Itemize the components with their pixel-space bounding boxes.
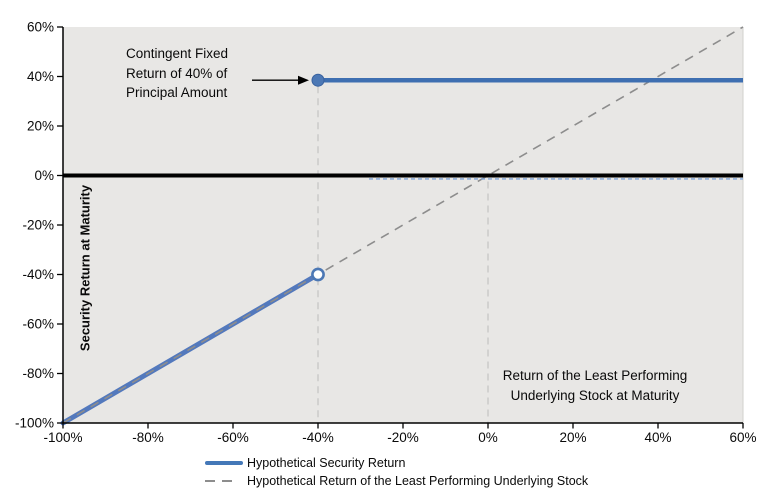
- annotation-contingent-fixed-return: Contingent Fixed Return of 40% of Princi…: [126, 44, 228, 103]
- y-tick-label: 0%: [34, 168, 54, 183]
- x-tick-label: -60%: [217, 430, 249, 445]
- y-tick-label: 20%: [27, 119, 54, 134]
- annotation-line: Return of the Least Performing: [502, 368, 688, 383]
- open-circle-marker: [311, 267, 325, 282]
- annotation-underlying-stock-return: Return of the Least Performing Underlyin…: [503, 366, 688, 405]
- legend-label: Hypothetical Return of the Least Perform…: [247, 474, 589, 488]
- underlying-stock-dashed-line: [62, 26, 744, 424]
- filled-circle-marker: [311, 73, 325, 87]
- annotation-arrow-head-icon: [298, 75, 309, 85]
- legend: Hypothetical Security Return Hypothetica…: [205, 454, 588, 490]
- x-tick-label: 40%: [644, 430, 671, 445]
- legend-item-security-return: Hypothetical Security Return: [205, 454, 588, 472]
- y-tick-label: 40%: [27, 69, 54, 84]
- y-tick-label: -40%: [22, 267, 54, 282]
- legend-swatch-gray-dash-icon: [205, 480, 239, 482]
- y-axis-title: Security Return at Maturity: [77, 184, 93, 352]
- annotation-line: Return of 40% of: [126, 65, 228, 81]
- legend-item-underlying-stock: Hypothetical Return of the Least Perform…: [205, 472, 588, 490]
- y-tick-label: -100%: [15, 416, 54, 431]
- x-tick-label: 0%: [478, 430, 498, 445]
- legend-swatch-blue-line: [205, 460, 243, 466]
- y-tick-label: -80%: [22, 366, 54, 381]
- annotation-line: Underlying Stock at Maturity: [510, 387, 680, 403]
- y-tick-label: -20%: [22, 218, 54, 233]
- annotation-line: Contingent Fixed: [126, 46, 229, 61]
- x-tick-label: 20%: [559, 430, 586, 445]
- annotation-line: Principal Amount: [126, 85, 228, 100]
- x-tick-label: 60%: [729, 430, 756, 445]
- x-tick-label: -100%: [43, 430, 82, 445]
- x-tick-label: -80%: [132, 430, 164, 445]
- legend-label: Hypothetical Security Return: [247, 456, 406, 470]
- x-tick-label: -40%: [302, 430, 334, 445]
- y-tick-label: -60%: [22, 317, 54, 332]
- y-tick-label: 60%: [27, 20, 54, 35]
- x-tick-label: -20%: [387, 430, 419, 445]
